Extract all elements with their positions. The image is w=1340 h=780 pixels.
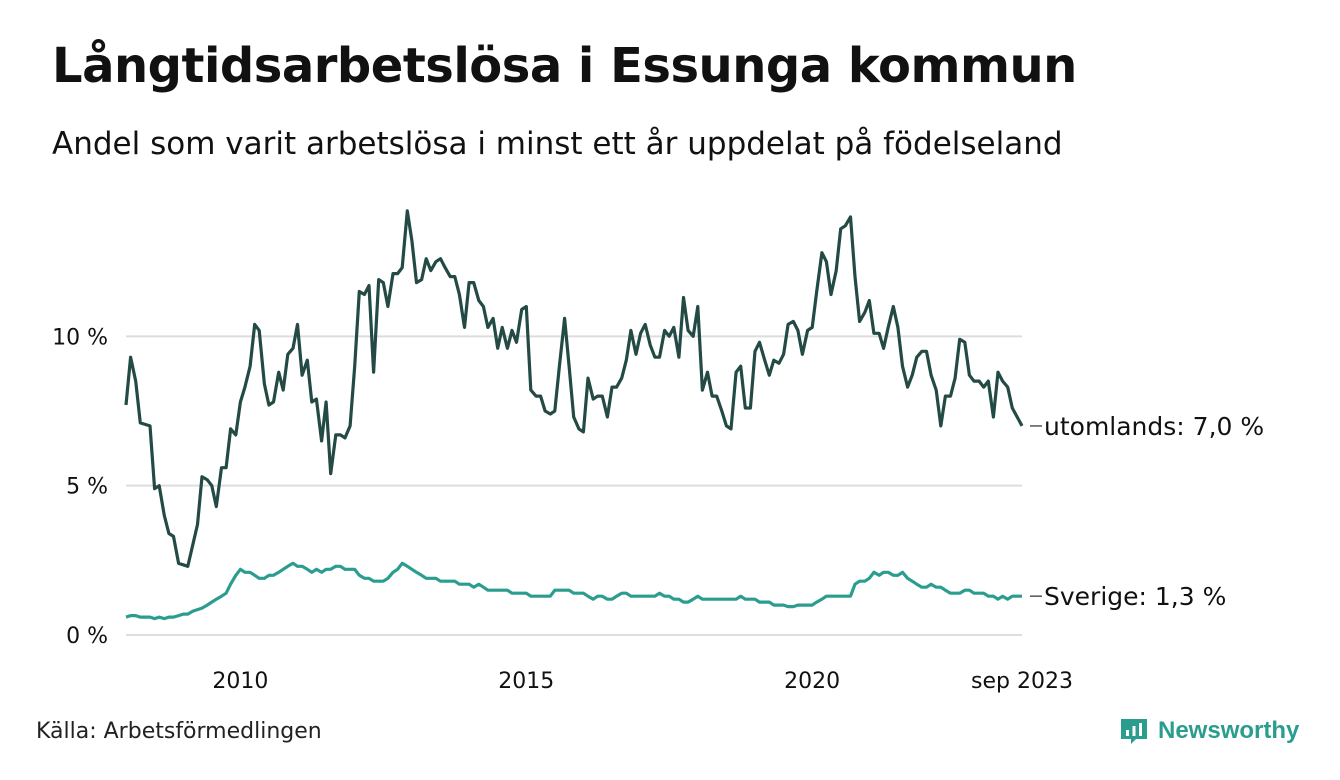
series-lines: [124, 209, 1024, 621]
newsworthy-logo-icon: [1121, 719, 1147, 744]
source-note: Källa: Arbetsförmedlingen: [36, 719, 322, 744]
line-chart: 0 % 5 % 10 % 2010 2015 2020 sep 2023 utomland…: [52, 209, 1264, 694]
chart-title: Långtidsarbetslösa i Essunga kommun: [52, 38, 1077, 94]
y-tick-label: 10 %: [52, 325, 108, 350]
brand-name: Newsworthy: [1158, 717, 1300, 744]
x-tick-label: 2020: [784, 669, 840, 694]
y-tick-label: 0 %: [66, 624, 108, 649]
series-line-utomlands: [124, 209, 1024, 568]
x-tick-label: sep 2023: [971, 669, 1073, 694]
end-label-utomlands: utomlands: 7,0 %: [1044, 412, 1264, 441]
y-axis-ticks: 0 % 5 % 10 %: [52, 325, 108, 649]
x-axis-ticks: 2010 2015 2020 sep 2023: [212, 669, 1073, 694]
end-labels: utomlands: 7,0 % Sverige: 1,3 %: [1030, 412, 1264, 611]
y-tick-label: 5 %: [66, 475, 108, 500]
end-label-sverige: Sverige: 1,3 %: [1044, 582, 1226, 611]
x-tick-label: 2010: [212, 669, 268, 694]
series-line-sverige: [125, 561, 1022, 621]
chart-subtitle: Andel som varit arbetslösa i minst ett å…: [52, 126, 1063, 162]
x-tick-label: 2015: [498, 669, 554, 694]
brand-logo[interactable]: Newsworthy: [1118, 713, 1299, 749]
grid-lines: [126, 335, 1022, 636]
